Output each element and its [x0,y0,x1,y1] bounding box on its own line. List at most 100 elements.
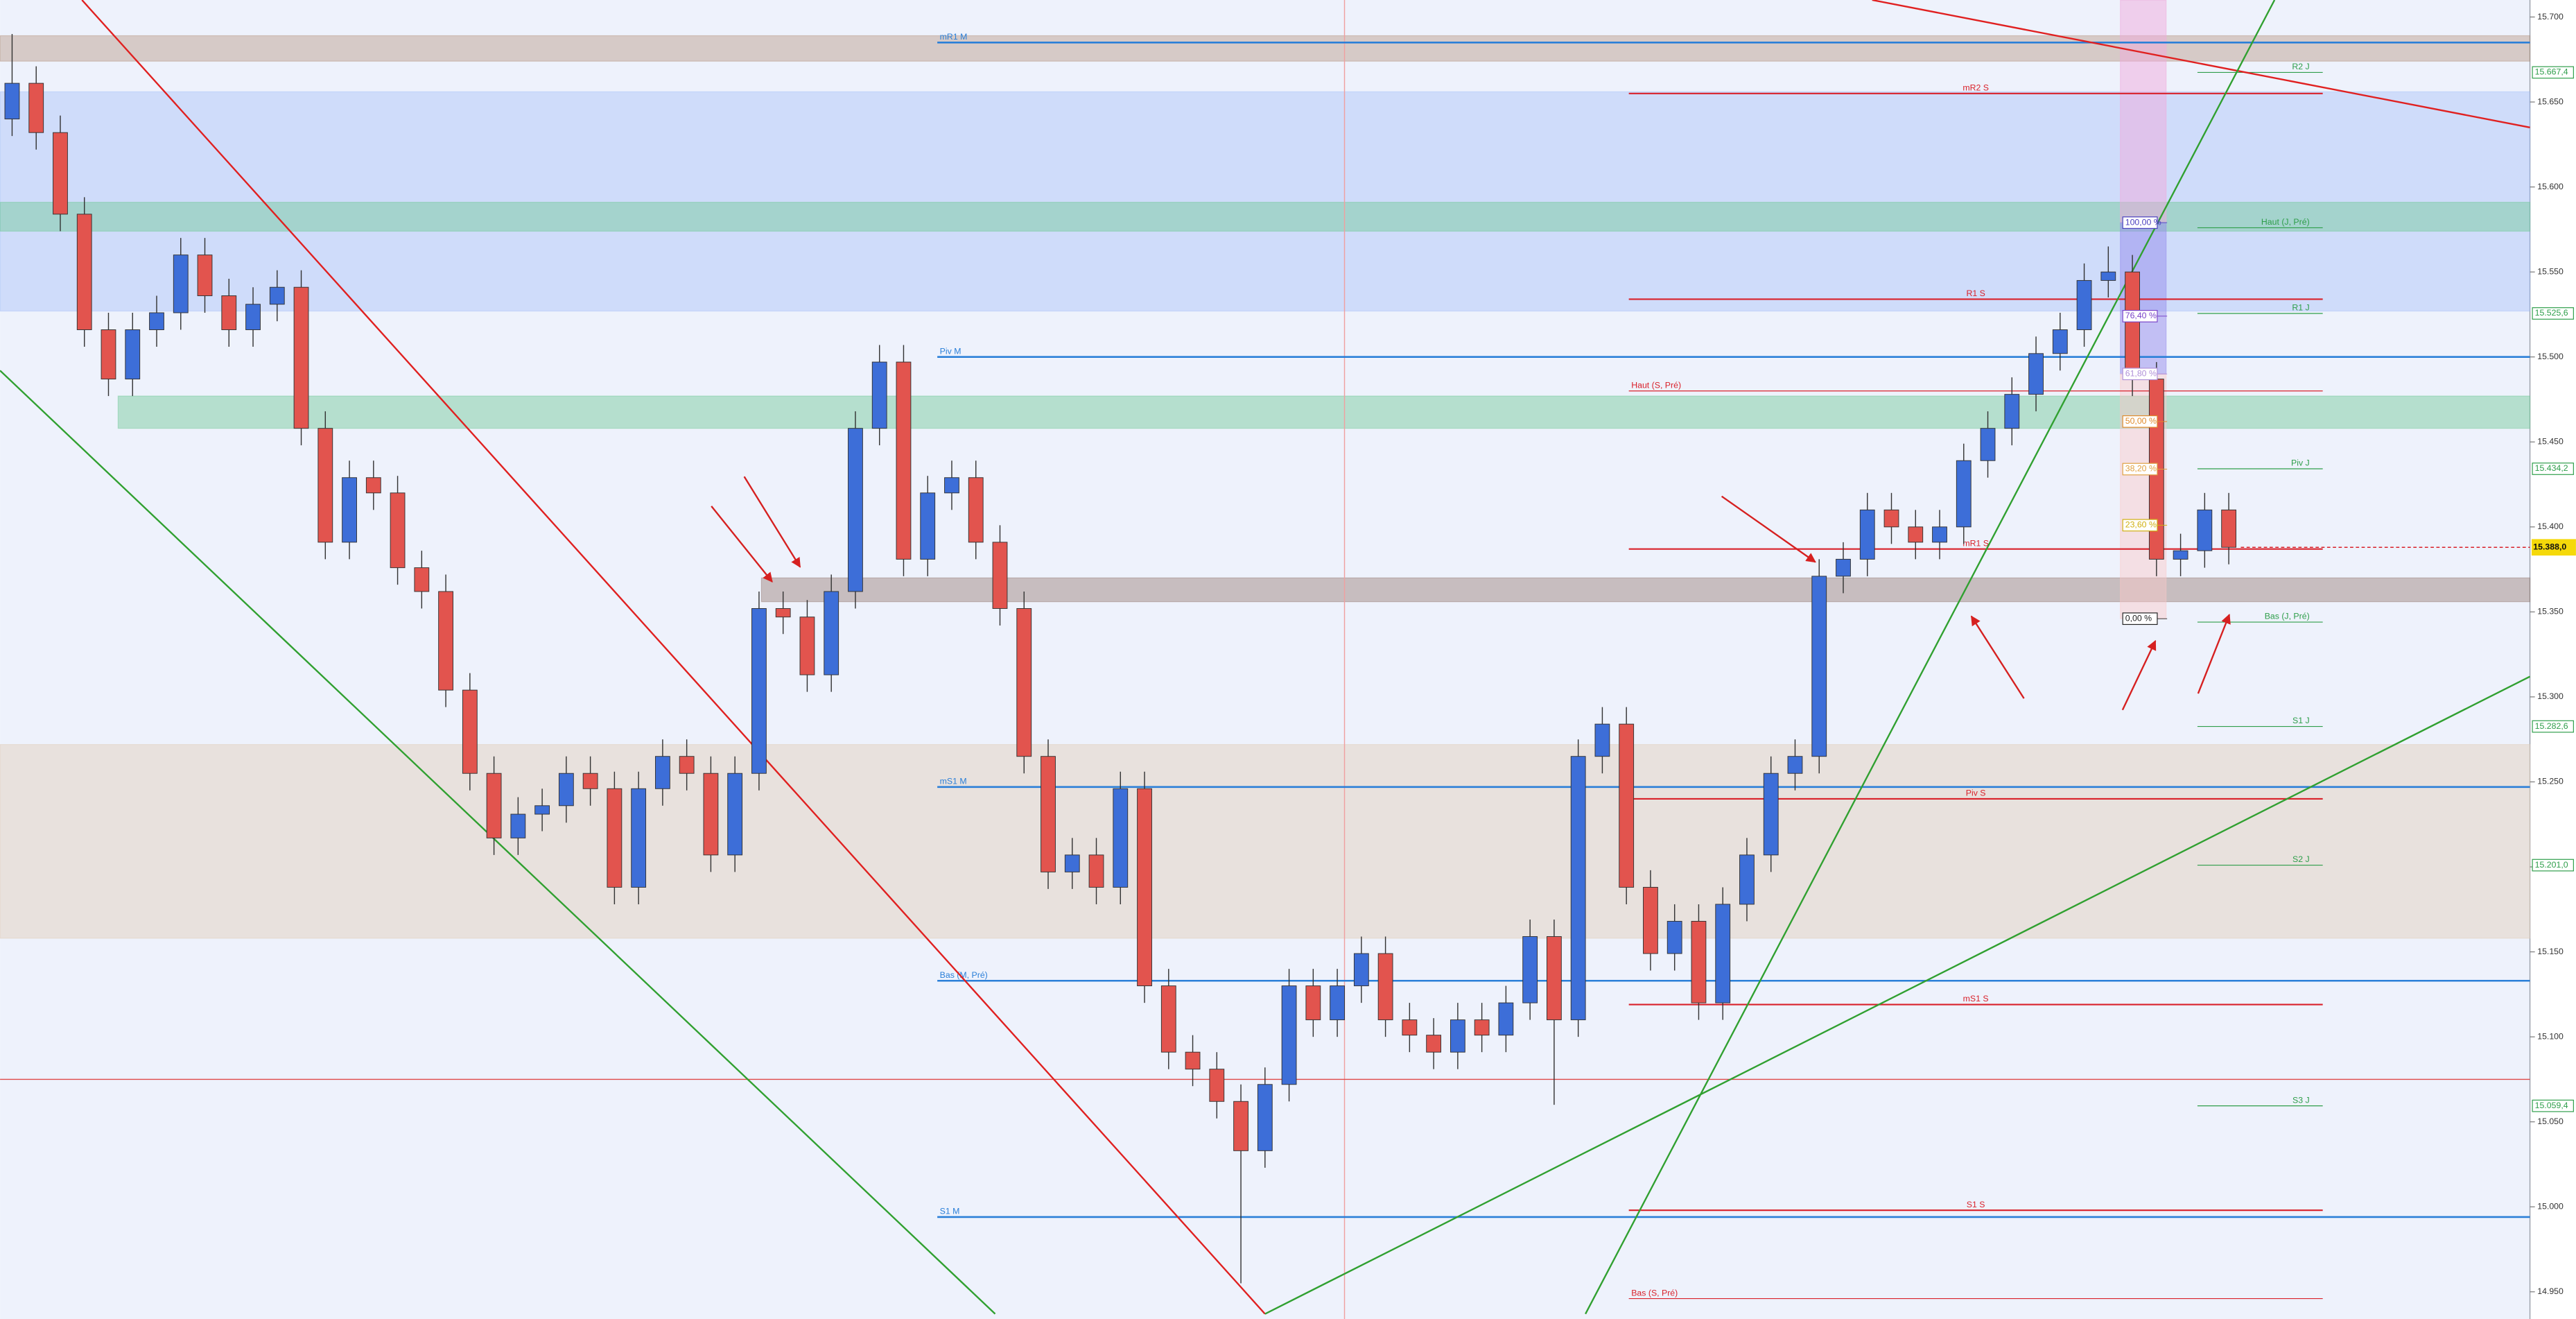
candle-body [896,361,912,560]
level-label: R1 S [1966,288,1985,298]
y-tick-label: 15.550 [2537,266,2564,276]
candle-body [1691,920,1707,1003]
candle-body [1064,854,1080,872]
candle-body [751,607,767,774]
candle-body [1209,1069,1225,1102]
candle-body [1474,1019,1490,1036]
candle-body [1330,985,1345,1021]
y-tick-label: 15.150 [2537,947,2564,956]
candle-body [390,492,406,569]
candle-body [1956,460,1972,528]
candle-body [1643,886,1658,954]
candle-body [293,286,309,429]
candle-body [1763,773,1779,856]
candle-body [149,312,164,330]
level-label: Bas (J, Pré) [2265,612,2310,621]
y-tick-label: 15.100 [2537,1031,2564,1041]
candle-body [1257,1084,1273,1151]
candle-body [1113,788,1129,888]
candle-body [582,773,598,789]
trend-line [1264,675,2531,1315]
candle-body [1908,526,1924,543]
candle-body [2221,509,2237,548]
trend-line [0,370,996,1315]
y-tick-label: 15.450 [2537,437,2564,447]
y-tick-label: 15.300 [2537,691,2564,701]
price-tag [2532,66,2574,79]
zone [760,577,2531,603]
candle-body [2028,353,2044,395]
y-tick-label: 15.000 [2537,1201,2564,1211]
candle-body [125,329,141,380]
candle-body [414,567,430,592]
y-tick-label: 14.950 [2537,1286,2564,1296]
candle-body [1353,953,1369,987]
level-label: mR2 S [1963,83,1989,92]
zone [0,35,2531,62]
y-tick-label: 15.250 [2537,777,2564,786]
arrows [711,476,2231,711]
candle-body [1570,756,1586,1021]
fib-label-box [2122,216,2158,229]
level-label: S1 S [1967,1200,1985,1209]
last-price-tag [2531,539,2576,556]
arrow [743,476,801,568]
candle-body [1980,428,1996,461]
candle-body [76,214,92,330]
candle-body [269,286,285,305]
candle-body [173,255,189,313]
candle-body [365,477,381,494]
candle-body [486,773,502,838]
level-label: mR1 M [940,32,968,42]
fib-label: 100,00 % [2125,217,2161,227]
fib-label-box [2122,519,2158,532]
arrow [2121,639,2157,711]
candle-body [1859,509,1875,560]
price-tag [2532,463,2574,475]
candle-body [342,477,357,543]
candle-body [197,255,213,296]
candle-body [2004,394,2020,429]
y-tick-label: 15.600 [2537,182,2564,191]
arrow [1970,615,2025,699]
candle-body [2052,329,2068,354]
price-tag [2532,1099,2574,1112]
fib-label-box [2122,463,2158,476]
candle-body [2076,279,2092,330]
trend-line [81,0,1266,1315]
candle-body [510,813,526,838]
candle-body [703,773,719,856]
candle-body [1666,920,1682,954]
fib-label: 50,00 % [2125,416,2157,426]
trend-line [1872,0,2530,128]
zone [0,202,2531,232]
level-label: S1 M [940,1207,960,1216]
candle-body [438,591,453,691]
price-tag [2532,859,2574,872]
candle-body [1377,953,1393,1021]
candle-body [1016,607,1032,757]
candle-body [824,591,839,675]
candle-body [2125,271,2140,380]
candle-body [871,361,887,429]
candle-body [1883,509,1899,528]
level-label: Haut (J, Pré) [2261,217,2310,227]
candle-body [920,492,936,560]
candle-body [607,788,623,888]
fib-label: 23,60 % [2125,520,2157,530]
candle-body [1932,526,1947,543]
candle-body [1594,723,1610,757]
level-label: Piv M [940,346,961,356]
candle-body [1402,1019,1418,1036]
candle-body [727,773,743,856]
arrow [1721,495,1816,563]
level-label: Haut (S, Pré) [1631,380,1681,390]
candle-body [799,617,815,675]
candle-body [1498,1002,1514,1036]
fib-label: 38,20 % [2125,464,2157,474]
candle-body [1739,854,1755,905]
zone [117,395,2531,429]
level-label: Piv S [1966,788,1986,798]
price-tag-label: 15.525,6 [2535,308,2568,318]
